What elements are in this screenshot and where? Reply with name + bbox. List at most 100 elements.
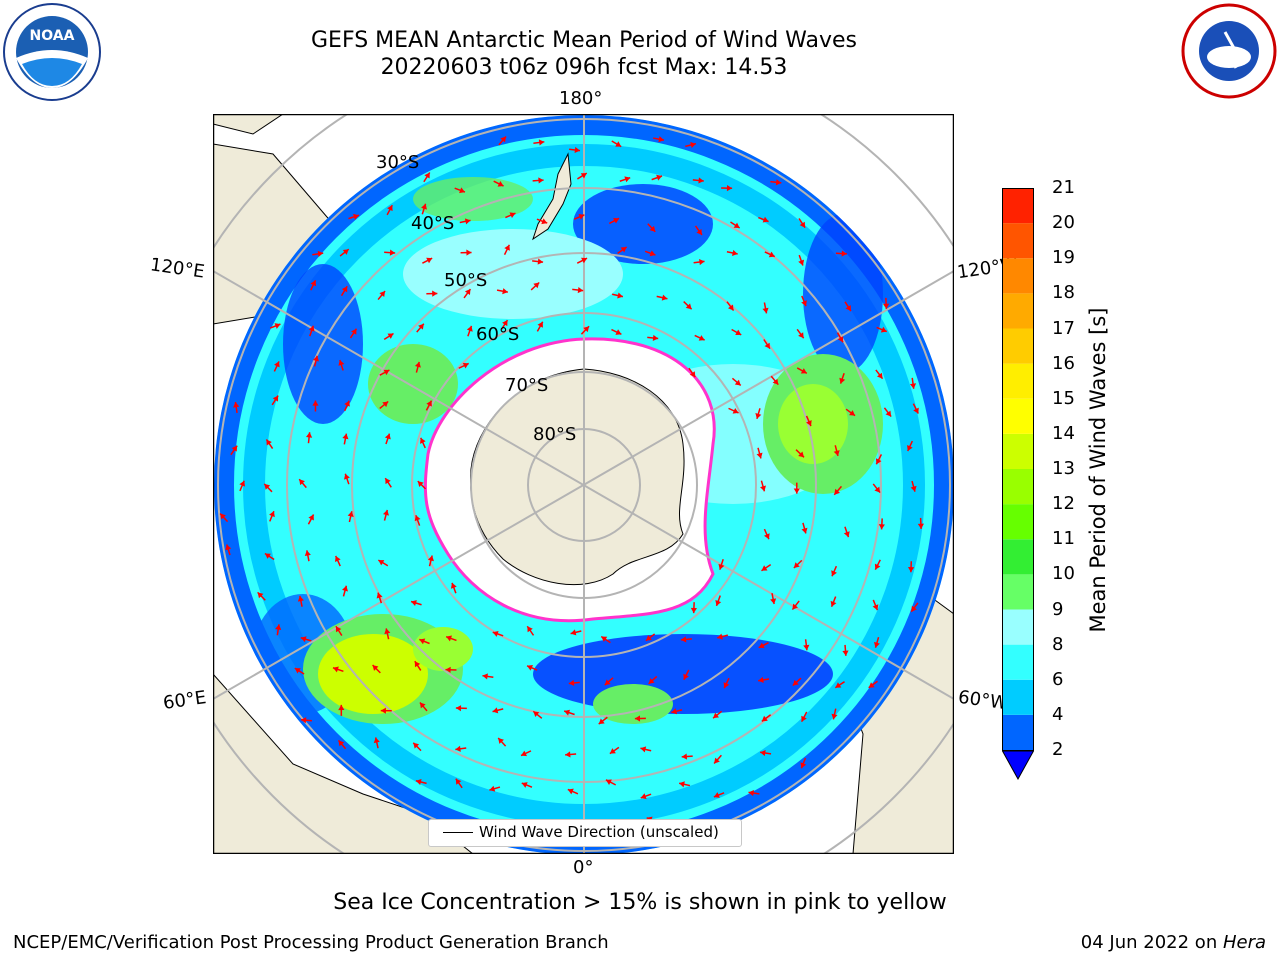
wind-wave-arrow-head (509, 212, 516, 219)
wind-wave-arrow-head (413, 742, 420, 749)
wind-wave-arrow-head (462, 362, 469, 369)
wind-wave-arrow-head (414, 661, 421, 668)
wind-wave-arrow-head (883, 303, 890, 309)
wind-wave-arrow-head (373, 737, 380, 744)
wind-wave-arrow-head (715, 600, 722, 606)
wind-wave-arrow-head (567, 788, 574, 795)
wind-wave-arrow-head (875, 458, 882, 465)
wind-wave-arrow-head (432, 290, 438, 297)
wind-wave-arrow-head (649, 225, 656, 232)
wind-wave-arrow-head (372, 665, 379, 671)
wind-wave-arrow-head (617, 292, 623, 299)
wind-wave-arrow-head (275, 624, 282, 630)
wind-wave-arrow-head (342, 249, 349, 255)
wind-wave-arrow-head (445, 666, 451, 673)
wind-wave-arrow-head (801, 715, 807, 722)
colorbar-block (1002, 714, 1034, 750)
wind-wave-arrow-head (735, 329, 742, 336)
wind-wave-arrow-head (521, 782, 528, 788)
wind-wave-arrow-head (756, 452, 763, 459)
colorbar-tick-label: 2 (1052, 739, 1064, 760)
wind-wave-arrow-head (220, 513, 226, 520)
wind-wave-arrow-head (334, 555, 341, 562)
wind-wave-arrow-head (565, 751, 571, 758)
colorbar-tick-label: 12 (1052, 493, 1075, 515)
lon-label-0: 0° (573, 857, 594, 878)
wind-wave-arrow-head (698, 177, 704, 184)
wind-wave-arrow-head (652, 334, 659, 342)
wind-wave-arrow-head (696, 228, 702, 235)
wind-wave-arrow-head (464, 218, 471, 225)
colorbar-block (1002, 223, 1034, 259)
wind-wave-arrow-head (274, 361, 280, 368)
wind-wave-arrow-head (541, 218, 548, 225)
wind-wave-arrow-head (762, 307, 769, 314)
wind-wave-arrow-head (761, 715, 768, 722)
wind-wave-arrow-head (868, 682, 875, 688)
wind-wave-arrow-head (306, 432, 313, 438)
colorbar-block (1002, 328, 1034, 364)
wind-wave-arrow-head (874, 563, 881, 570)
wind-wave-arrow-head (732, 249, 738, 256)
wind-wave-arrow-head (344, 473, 350, 480)
wind-wave-arrow-head (568, 679, 575, 687)
antarctic-map (213, 114, 954, 854)
colorbar-block (1002, 679, 1034, 715)
wind-wave-arrow-head (801, 527, 808, 534)
wind-wave-arrow-head (415, 778, 422, 785)
lat-label-50s: 50°S (444, 270, 488, 291)
wind-wave-arrow-head (332, 666, 339, 673)
wind-wave-arrow-head (294, 668, 301, 674)
wind-wave-arrow-head (806, 420, 812, 427)
wind-wave-arrow-head (845, 305, 851, 312)
wind-wave-arrow-head (690, 607, 698, 614)
wind-wave-arrow-head (800, 762, 807, 769)
wind-wave-arrow-head (605, 779, 612, 785)
wind-wave-arrow-head (640, 793, 647, 800)
wind-wave-arrow-head (803, 644, 810, 651)
legend-line-icon (443, 832, 473, 833)
wind-wave-arrow-head (681, 753, 688, 760)
wind-wave-arrow-head (613, 217, 620, 224)
wind-wave-arrow-head (426, 257, 433, 264)
wind-wave-arrow-head (583, 326, 590, 333)
wind-wave-arrow-head (426, 400, 432, 407)
wind-wave-arrow-head (831, 713, 838, 720)
nws-logo (1181, 3, 1277, 99)
wind-wave-arrow-head (658, 136, 665, 143)
wind-wave-arrow-head (342, 585, 348, 592)
colorbar-block (1002, 188, 1034, 224)
wind-wave-arrow-head (680, 636, 687, 643)
host-name: Hera (1222, 932, 1266, 953)
lat-label-40s: 40°S (411, 213, 455, 234)
wind-wave-arrow-head (872, 604, 879, 611)
wind-wave-arrow-head (341, 286, 348, 293)
wind-wave-arrow-head (830, 600, 837, 607)
wind-wave-arrow-head (671, 708, 678, 715)
wind-wave-arrow-head (733, 222, 740, 229)
wind-wave-arrow-head (308, 514, 314, 521)
wind-wave-arrow-head (500, 136, 507, 143)
colorbar-tick-label: 9 (1052, 598, 1064, 620)
wind-wave-arrow-head (376, 592, 383, 599)
wind-wave-arrow-head (615, 329, 622, 335)
wind-wave-arrow-head (304, 550, 311, 557)
wind-wave-arrow-head (492, 630, 499, 637)
colorbar-tick-label: 19 (1052, 247, 1075, 269)
wind-wave-arrow-head (645, 635, 652, 641)
wind-wave-arrow-head (300, 636, 307, 643)
colorbar-tick-label: 8 (1052, 633, 1064, 655)
wind-wave-arrow-head (917, 523, 924, 529)
wind-wave-arrow-head (317, 250, 324, 257)
wind-wave-arrow-head (533, 711, 540, 718)
wind-wave-arrow-head (727, 304, 734, 311)
wind-wave-arrow-head (679, 781, 685, 788)
lon-label-180: 180° (559, 88, 603, 109)
wind-wave-arrow-head (344, 400, 350, 407)
wind-wave-arrow-head (604, 679, 611, 686)
wind-wave-arrow-head (378, 560, 385, 566)
wind-wave-arrow-head (411, 600, 417, 606)
wind-wave-arrow-head (609, 748, 616, 754)
wind-wave-arrow-head (564, 709, 571, 716)
wind-wave-arrow-head (310, 280, 317, 287)
